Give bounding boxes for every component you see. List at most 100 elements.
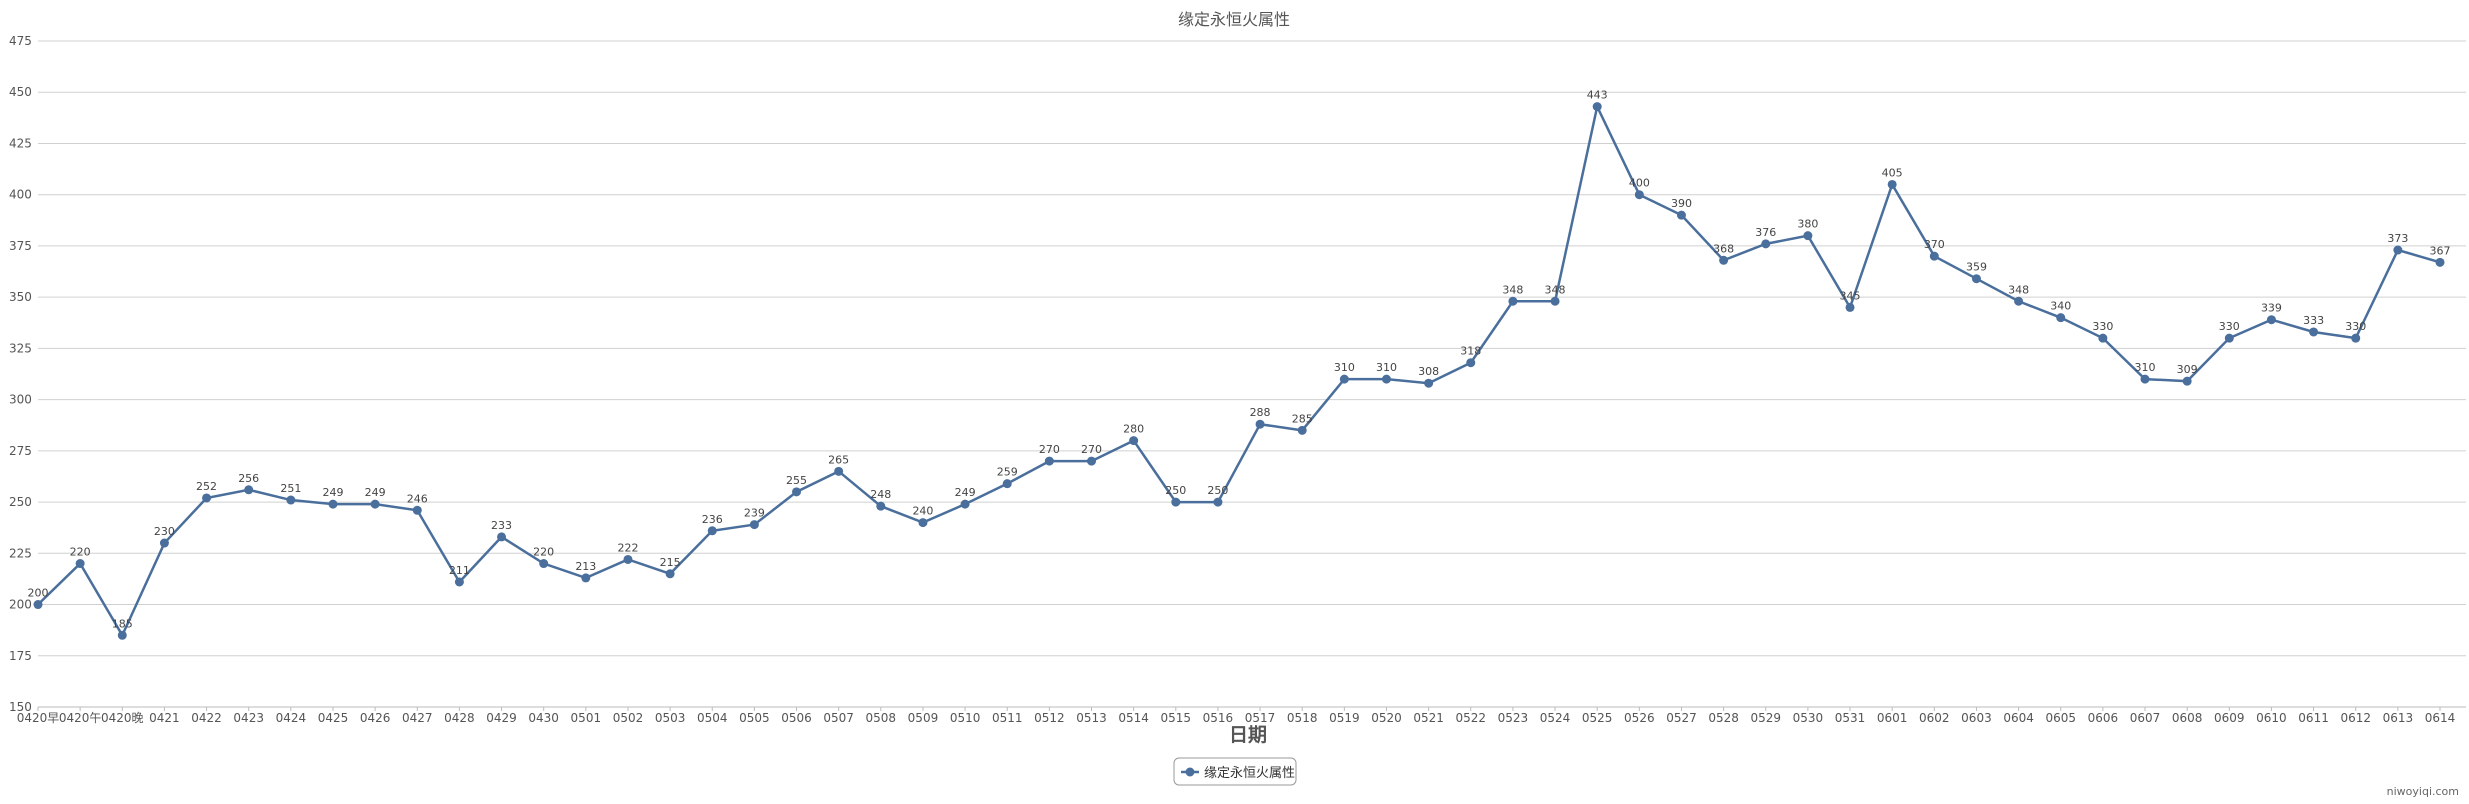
data-point[interactable] bbox=[539, 559, 549, 569]
y-tick-label: 300 bbox=[9, 393, 32, 407]
data-point[interactable] bbox=[412, 505, 422, 515]
data-point[interactable] bbox=[1550, 296, 1560, 306]
x-tick-label: 0502 bbox=[613, 711, 644, 725]
data-point[interactable] bbox=[1761, 239, 1771, 249]
data-point[interactable] bbox=[2309, 327, 2319, 337]
data-point[interactable] bbox=[1887, 179, 1897, 189]
data-point[interactable] bbox=[2056, 313, 2066, 323]
data-point[interactable] bbox=[2182, 376, 2192, 386]
data-point[interactable] bbox=[370, 499, 380, 509]
data-point[interactable] bbox=[1002, 479, 1012, 489]
data-point[interactable] bbox=[1087, 456, 1097, 466]
data-label: 259 bbox=[997, 466, 1018, 479]
y-tick-label: 175 bbox=[9, 649, 32, 663]
data-point[interactable] bbox=[286, 495, 296, 505]
data-point[interactable] bbox=[497, 532, 507, 542]
data-point[interactable] bbox=[1845, 302, 1855, 312]
data-label: 270 bbox=[1039, 443, 1060, 456]
data-label: 265 bbox=[828, 453, 849, 466]
data-point[interactable] bbox=[1971, 274, 1981, 284]
data-label: 348 bbox=[1502, 283, 1523, 296]
data-point[interactable] bbox=[623, 554, 633, 564]
data-point[interactable] bbox=[1803, 231, 1813, 241]
data-label: 249 bbox=[322, 486, 343, 499]
data-point[interactable] bbox=[244, 485, 254, 495]
data-label: 368 bbox=[1713, 242, 1734, 255]
data-label: 318 bbox=[1460, 345, 1481, 358]
data-point[interactable] bbox=[1466, 358, 1476, 368]
data-point[interactable] bbox=[1719, 255, 1729, 265]
x-tick-label: 0430 bbox=[528, 711, 559, 725]
data-point[interactable] bbox=[792, 487, 802, 497]
data-point[interactable] bbox=[1381, 374, 1391, 384]
data-point[interactable] bbox=[202, 493, 212, 503]
data-point[interactable] bbox=[581, 573, 591, 583]
data-point[interactable] bbox=[1508, 296, 1518, 306]
data-point[interactable] bbox=[33, 600, 43, 610]
data-point[interactable] bbox=[1171, 497, 1181, 507]
x-tick-label: 0504 bbox=[697, 711, 728, 725]
data-point[interactable] bbox=[834, 466, 844, 476]
x-tick-label: 0420午 bbox=[59, 711, 102, 725]
data-point[interactable] bbox=[960, 499, 970, 509]
data-label: 400 bbox=[1629, 177, 1650, 190]
legend-label: 缘定永恒火属性 bbox=[1204, 766, 1295, 781]
data-point[interactable] bbox=[1676, 210, 1686, 220]
x-tick-label: 0523 bbox=[1498, 711, 1529, 725]
data-label: 373 bbox=[2387, 232, 2408, 245]
data-point[interactable] bbox=[2266, 315, 2276, 325]
series-line bbox=[37, 102, 2441, 638]
x-tick-label: 0519 bbox=[1329, 711, 1360, 725]
x-tick-label: 0507 bbox=[823, 711, 854, 725]
data-point[interactable] bbox=[1213, 497, 1223, 507]
data-point[interactable] bbox=[2014, 296, 2024, 306]
data-point[interactable] bbox=[1634, 190, 1644, 200]
data-point[interactable] bbox=[665, 569, 675, 579]
data-label: 348 bbox=[1545, 283, 1566, 296]
data-point[interactable] bbox=[2351, 333, 2361, 343]
data-point[interactable] bbox=[1129, 436, 1139, 446]
data-point[interactable] bbox=[1424, 378, 1434, 388]
data-label: 246 bbox=[407, 492, 428, 505]
data-point[interactable] bbox=[117, 630, 127, 640]
x-tick-label: 0421 bbox=[149, 711, 180, 725]
watermark: niwoyiqi.com bbox=[2387, 785, 2459, 798]
data-point[interactable] bbox=[2140, 374, 2150, 384]
data-point[interactable] bbox=[1255, 419, 1265, 429]
x-tick-label: 0601 bbox=[1877, 711, 1908, 725]
data-point[interactable] bbox=[1044, 456, 1054, 466]
x-tick-label: 0522 bbox=[1455, 711, 1486, 725]
data-point[interactable] bbox=[328, 499, 338, 509]
data-point[interactable] bbox=[2435, 257, 2445, 267]
x-tick-label: 0614 bbox=[2425, 711, 2456, 725]
data-label: 370 bbox=[1924, 238, 1945, 251]
x-tick-label: 0521 bbox=[1413, 711, 1444, 725]
data-point[interactable] bbox=[2098, 333, 2108, 343]
data-point[interactable] bbox=[454, 577, 464, 587]
x-tick-label: 0512 bbox=[1034, 711, 1065, 725]
y-tick-label: 450 bbox=[9, 85, 32, 99]
y-tick-label: 475 bbox=[9, 34, 32, 48]
data-point[interactable] bbox=[1929, 251, 1939, 261]
x-tick-label: 0530 bbox=[1793, 711, 1824, 725]
data-point[interactable] bbox=[75, 559, 85, 569]
x-tick-label: 0428 bbox=[444, 711, 475, 725]
y-tick-label: 350 bbox=[9, 290, 32, 304]
data-point[interactable] bbox=[1339, 374, 1349, 384]
x-tick-label: 0524 bbox=[1540, 711, 1571, 725]
data-label: 220 bbox=[70, 546, 91, 559]
data-point[interactable] bbox=[749, 520, 759, 530]
x-tick-label: 0514 bbox=[1118, 711, 1149, 725]
data-point[interactable] bbox=[707, 526, 717, 536]
x-tick-label: 0505 bbox=[739, 711, 770, 725]
data-point[interactable] bbox=[1297, 425, 1307, 435]
data-point[interactable] bbox=[1592, 102, 1602, 112]
data-point[interactable] bbox=[918, 518, 928, 528]
data-point[interactable] bbox=[876, 501, 886, 511]
data-point[interactable] bbox=[2393, 245, 2403, 255]
y-tick-label: 375 bbox=[9, 239, 32, 253]
data-label: 248 bbox=[870, 488, 891, 501]
data-point[interactable] bbox=[159, 538, 169, 548]
data-point[interactable] bbox=[2224, 333, 2234, 343]
legend[interactable]: 缘定永恒火属性 bbox=[1173, 757, 1297, 786]
